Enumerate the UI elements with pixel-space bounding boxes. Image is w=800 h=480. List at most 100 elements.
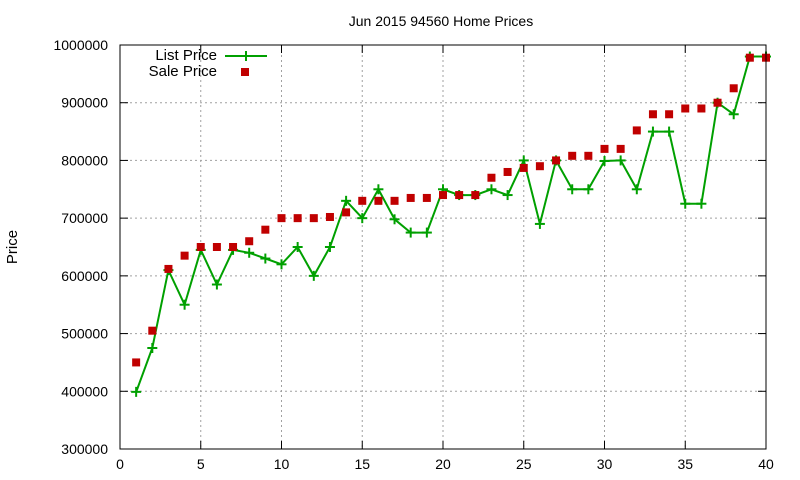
legend-label-list-price: List Price (155, 47, 217, 64)
sale-price-point (148, 326, 157, 335)
list-price-point (292, 242, 303, 252)
list-price-point (583, 184, 594, 195)
y-tick-label: 900000 (61, 95, 108, 111)
x-tick-label: 5 (197, 456, 205, 472)
sale-price-point (503, 167, 512, 176)
y-tick-label: 500000 (61, 326, 108, 342)
list-price-point (421, 227, 432, 238)
list-price-point (518, 155, 529, 166)
sale-price-point (568, 151, 577, 160)
list-price-point (276, 259, 287, 270)
sale-price-point (519, 163, 528, 172)
sale-price-point (164, 264, 173, 273)
y-axis-label: Price (4, 230, 21, 264)
sale-price-point (535, 162, 544, 171)
list-price-point (696, 198, 707, 209)
sale-price-point (439, 191, 447, 200)
sale-price-point (552, 156, 561, 165)
chart-title: Jun 2015 94560 Home Prices (349, 13, 533, 29)
list-price-point (373, 184, 384, 195)
sale-price-point (422, 193, 431, 202)
list-price-point (599, 156, 610, 167)
list-price-point (647, 126, 658, 137)
y-tick-label: 800000 (61, 152, 108, 168)
sale-price-point (455, 191, 464, 200)
sale-price-point (616, 144, 625, 153)
sale-price-point (471, 191, 480, 200)
list-price-point (728, 109, 739, 120)
sale-price-point (358, 196, 367, 205)
legend-label-sale-price: Sale Price (149, 63, 217, 80)
x-tick-label: 35 (677, 456, 693, 472)
sale-price-point (277, 214, 286, 223)
list-price-point (680, 198, 691, 209)
sale-price-point (229, 243, 238, 251)
sale-price-point (196, 243, 205, 251)
series-layer (131, 51, 771, 397)
list-price-point (357, 213, 368, 224)
sale-price-point (132, 358, 141, 367)
sale-price-point (729, 84, 738, 93)
x-tick-label: 10 (274, 456, 290, 472)
list-price-point (567, 184, 578, 195)
sale-price-point (245, 237, 254, 246)
list-price-point (389, 214, 400, 225)
list-price-point (502, 190, 513, 201)
y-tick-label: 1000000 (53, 37, 108, 53)
sale-price-point (212, 243, 221, 251)
sale-price-point (681, 104, 690, 113)
sale-price-point (487, 173, 496, 182)
y-tick-label: 300000 (61, 441, 108, 457)
x-tick-label: 15 (354, 456, 370, 472)
series-line-list-price (135, 55, 766, 393)
sale-price-point (600, 144, 609, 153)
sale-price-point (325, 212, 334, 221)
sale-price-point (745, 53, 754, 62)
list-price-point (260, 253, 271, 264)
x-tick-label: 0 (116, 456, 124, 472)
y-tick-label: 700000 (61, 210, 108, 226)
x-tick-label: 20 (435, 456, 451, 472)
list-price-point (308, 270, 319, 281)
list-price-point (534, 218, 545, 229)
list-price-point (615, 155, 626, 166)
sale-price-point (374, 196, 383, 205)
legend: List Price Sale Price (149, 47, 267, 80)
legend-marker-list-price (241, 51, 251, 61)
list-price-point (405, 227, 416, 238)
gridlines (120, 45, 766, 449)
list-price-point (147, 343, 158, 353)
list-price-point (131, 386, 142, 397)
sale-price-point (261, 225, 270, 234)
list-price-point (631, 184, 642, 195)
list-price-point (486, 184, 497, 195)
x-tick-label: 25 (516, 456, 532, 472)
legend-marker-sale-price (241, 68, 249, 76)
list-price-point (244, 247, 255, 258)
x-tick-label: 40 (758, 456, 774, 472)
sale-price-point (584, 151, 593, 160)
x-tick-label: 30 (597, 456, 613, 472)
sale-price-point (632, 126, 641, 135)
y-tick-labels: 300000 400000 500000 600000 700000 800000 9000… (53, 37, 108, 457)
sale-price-point (309, 214, 318, 223)
x-tick-labels: 0 5 10 15 20 25 30 35 40 (116, 456, 774, 472)
sale-price-point (665, 110, 674, 119)
plot-frame (119, 44, 767, 450)
sale-price-point (406, 193, 415, 202)
sale-price-point (293, 214, 302, 223)
list-price-point (211, 279, 222, 290)
sale-price-point (390, 196, 399, 205)
list-price-point (341, 195, 352, 206)
sale-price-point (713, 98, 722, 107)
sale-price-point (180, 251, 189, 260)
sale-price-point (648, 110, 657, 119)
list-price-point (179, 299, 190, 310)
sale-price-point (342, 208, 351, 217)
y-tick-label: 600000 (61, 268, 108, 284)
y-tick-label: 400000 (61, 383, 108, 399)
sale-price-point (697, 104, 706, 113)
list-price-point (664, 126, 675, 137)
list-price-point (324, 242, 335, 252)
